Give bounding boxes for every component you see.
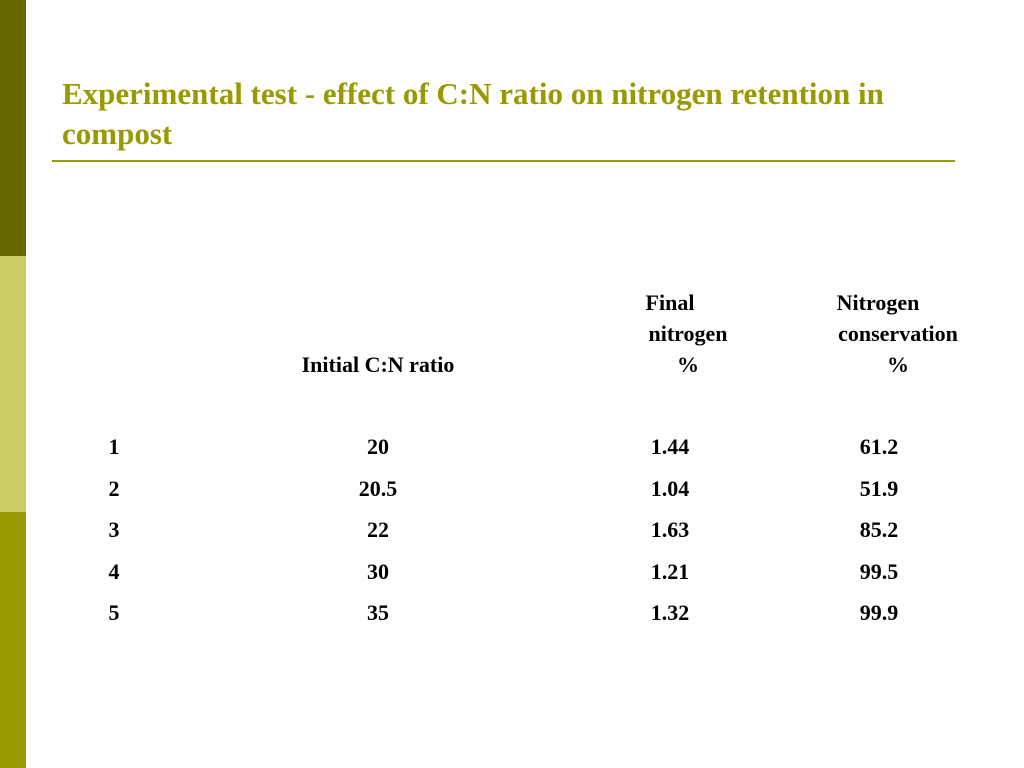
column-header: conservation [838,321,958,346]
title: Experimental test - effect of C:N ratio … [62,76,884,151]
column-header: Initial C:N ratio [301,352,455,377]
table-cell: 99.9 [859,600,899,625]
column-header: % [887,352,909,377]
table-cell: 5 [108,600,120,625]
table-cell: 61.2 [859,434,899,459]
table-cell: 20 [367,434,389,459]
table-cell: 1.04 [650,476,690,501]
table-cell: 4 [108,559,120,584]
table-cell: 1.21 [650,559,690,584]
table-cell: 2 [108,476,120,501]
table-cell: 1.63 [650,517,690,542]
column-header: nitrogen [648,321,728,346]
column-header: Final [645,290,695,315]
table-cell: 3 [108,517,120,542]
table-cell: 1.44 [650,434,690,459]
table-cell: 99.5 [859,559,899,584]
table-cell: 30 [367,559,389,584]
title-rule [52,160,955,162]
table-cell: 1 [108,434,120,459]
table-cell: 22 [367,517,389,542]
side-bar [0,0,26,256]
table-cell: 35 [367,600,389,625]
table-cell: 20.5 [358,476,398,501]
column-header: Nitrogen [836,290,920,315]
side-bar [0,256,26,512]
table-cell: 85.2 [859,517,899,542]
column-header: % [677,352,699,377]
table-cell: 1.32 [650,600,690,625]
side-bar [0,512,26,768]
table-cell: 51.9 [859,476,899,501]
